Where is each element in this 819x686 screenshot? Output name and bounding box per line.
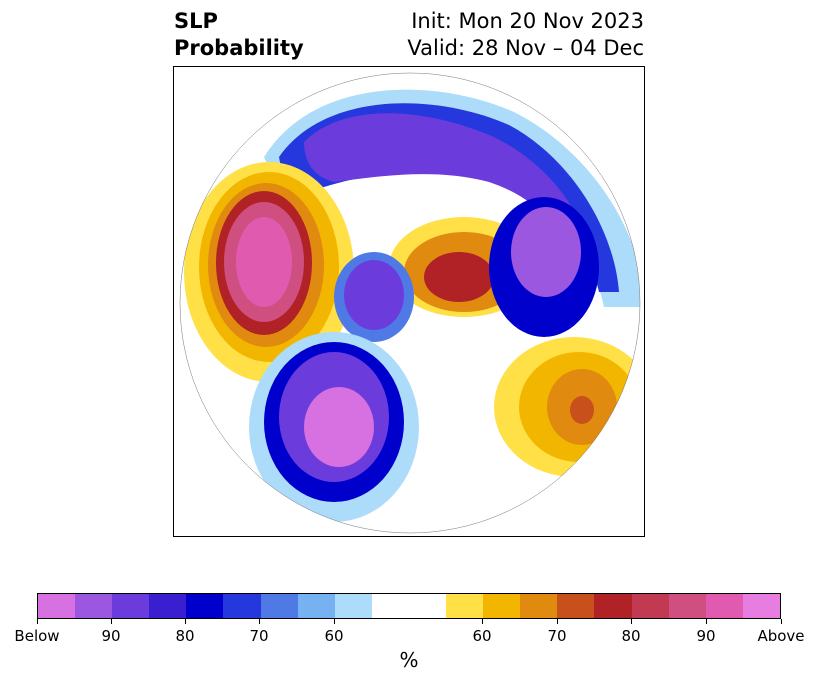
colorbar-segment [705, 594, 743, 618]
probability-map [173, 66, 645, 537]
chart-title: SLP Probability [174, 8, 304, 62]
colorbar-segment [223, 594, 261, 618]
colorbar-segment [742, 594, 780, 618]
colorbar-segment [631, 594, 669, 618]
colorbar-segment [334, 594, 372, 618]
colorbar-segment [38, 594, 76, 618]
colorbar-tick [37, 619, 38, 624]
colorbar-tick-label: 60 [472, 627, 492, 645]
init-date: Init: Mon 20 Nov 2023 [411, 9, 644, 33]
colorbar-tick [781, 619, 782, 624]
colorbar-segment [186, 594, 224, 618]
colorbar [37, 593, 781, 619]
colorbar-segment [483, 594, 521, 618]
colorbar-tick [111, 619, 112, 624]
colorbar-segment [557, 594, 595, 618]
colorbar-tick-label: 80 [621, 627, 641, 645]
colorbar-segment [408, 594, 447, 618]
colorbar-tick [482, 619, 483, 624]
colorbar-tick-label: 60 [324, 627, 344, 645]
colorbar-tick-label: 80 [175, 627, 195, 645]
colorbar-segment [75, 594, 113, 618]
colorbar-segment [371, 594, 409, 618]
colorbar-segment [149, 594, 187, 618]
colorbar-segment [260, 594, 298, 618]
colorbar-tick [557, 619, 558, 624]
colorbar-tick [185, 619, 186, 624]
colorbar-segment [297, 594, 335, 618]
colorbar-segment [112, 594, 150, 618]
field-layer [180, 73, 640, 533]
colorbar-segment [668, 594, 706, 618]
colorbar-tick-label: Below [14, 627, 60, 645]
colorbar-tick-label: 90 [101, 627, 121, 645]
colorbar-unit: % [399, 648, 419, 672]
title-line-2: Probability [174, 36, 304, 60]
colorbar-tick-label: Above [757, 627, 805, 645]
date-info: Init: Mon 20 Nov 2023 Valid: 28 Nov – 04… [407, 8, 644, 62]
colorbar-tick [334, 619, 335, 624]
colorbar-tick [631, 619, 632, 624]
title-line-1: SLP [174, 9, 218, 33]
colorbar-tick-label: 70 [547, 627, 567, 645]
colorbar-segment [594, 594, 632, 618]
colorbar-tick-label: 90 [696, 627, 716, 645]
colorbar-segment [520, 594, 558, 618]
map-canvas [179, 72, 641, 534]
colorbar-tick [706, 619, 707, 624]
colorbar-tick-label: 70 [249, 627, 269, 645]
colorbar-tick [259, 619, 260, 624]
colorbar-segment [446, 594, 484, 618]
valid-range: Valid: 28 Nov – 04 Dec [407, 36, 644, 60]
